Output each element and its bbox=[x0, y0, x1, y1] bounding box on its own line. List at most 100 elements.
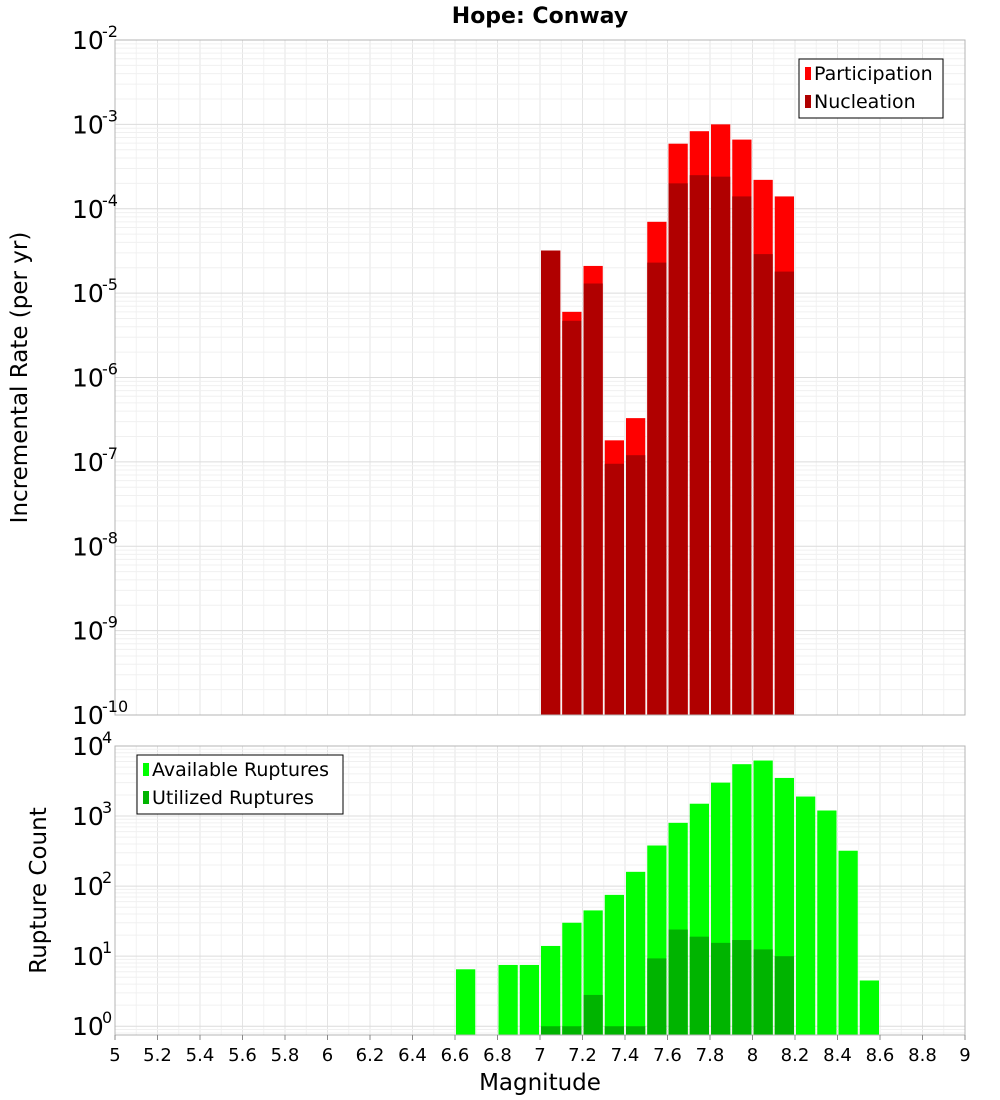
bar-secondary bbox=[583, 283, 603, 715]
legend-label: Available Ruptures bbox=[152, 759, 329, 781]
y-tick-label: 10 bbox=[72, 942, 104, 971]
x-tick-label: 8.6 bbox=[866, 1045, 895, 1066]
top-grid bbox=[114, 39, 966, 716]
y-tick-exponent: 2 bbox=[102, 868, 112, 887]
y-tick-label: 10 bbox=[72, 732, 104, 761]
legend-swatch bbox=[805, 67, 811, 80]
legend-swatch bbox=[143, 763, 149, 776]
x-tick-label: 9 bbox=[959, 1045, 970, 1066]
x-tick-label: 6.6 bbox=[441, 1045, 470, 1066]
y-tick-exponent: -5 bbox=[102, 275, 118, 294]
bar-primary bbox=[796, 796, 816, 1035]
bar-primary bbox=[626, 871, 646, 1035]
y-tick-label: 10 bbox=[72, 701, 104, 730]
x-tick-label: 6.4 bbox=[398, 1045, 427, 1066]
bar-secondary bbox=[753, 949, 773, 1035]
bar-primary bbox=[498, 964, 518, 1035]
bar-secondary bbox=[647, 958, 667, 1035]
y-tick-exponent: -2 bbox=[102, 22, 118, 41]
legend-swatch bbox=[143, 791, 149, 804]
legend-label: Participation bbox=[814, 63, 933, 85]
y-tick-label: 10 bbox=[72, 110, 104, 139]
y-tick-label: 10 bbox=[72, 1012, 104, 1041]
bar-primary bbox=[562, 922, 582, 1035]
bar-secondary bbox=[626, 1026, 646, 1035]
x-tick-label: 5 bbox=[109, 1045, 120, 1066]
bottom-y-axis-label: Rupture Count bbox=[26, 807, 52, 973]
x-tick-label: 6 bbox=[322, 1045, 333, 1066]
bottom-bars bbox=[456, 760, 879, 1035]
legend-swatch bbox=[805, 95, 811, 108]
bar-primary bbox=[817, 810, 837, 1035]
x-tick-label: 7.2 bbox=[568, 1045, 597, 1066]
x-tick-label: 5.6 bbox=[228, 1045, 257, 1066]
y-tick-exponent: -3 bbox=[102, 106, 118, 125]
top-bars bbox=[541, 124, 794, 716]
x-tick-label: 5.2 bbox=[143, 1045, 172, 1066]
y-tick-exponent: -9 bbox=[102, 613, 118, 632]
y-tick-label: 10 bbox=[72, 26, 104, 55]
y-tick-exponent: -6 bbox=[102, 360, 118, 379]
x-tick-label: 8.2 bbox=[781, 1045, 810, 1066]
y-tick-exponent: -7 bbox=[102, 444, 118, 463]
legend-box bbox=[136, 754, 344, 815]
x-tick-label: 5.8 bbox=[271, 1045, 300, 1066]
chart-title: Hope: Conway bbox=[452, 4, 628, 29]
legend-label: Utilized Ruptures bbox=[152, 787, 314, 809]
y-tick-label: 10 bbox=[72, 872, 104, 901]
x-tick-label: 7.6 bbox=[653, 1045, 682, 1066]
bar-primary bbox=[859, 980, 879, 1035]
y-tick-label: 10 bbox=[72, 448, 104, 477]
bottom-legend: Available Ruptures Utilized Ruptures bbox=[136, 754, 344, 815]
x-tick-label: 7.8 bbox=[696, 1045, 725, 1066]
bar-primary bbox=[838, 850, 858, 1035]
bar-secondary bbox=[732, 940, 752, 1035]
x-tick-label: 8.4 bbox=[823, 1045, 852, 1066]
x-tick-label: 5.4 bbox=[186, 1045, 215, 1066]
bar-secondary bbox=[604, 1026, 624, 1035]
top-legend: Participation Nucleation bbox=[798, 58, 944, 119]
bar-secondary bbox=[647, 262, 667, 715]
bar-secondary bbox=[774, 956, 794, 1035]
bar-secondary bbox=[711, 942, 731, 1035]
y-tick-label: 10 bbox=[72, 279, 104, 308]
bar-primary bbox=[519, 964, 539, 1035]
y-tick-exponent: 1 bbox=[102, 938, 112, 957]
y-tick-label: 10 bbox=[72, 364, 104, 393]
y-tick-exponent: -8 bbox=[102, 528, 118, 547]
bar-secondary bbox=[668, 183, 688, 716]
x-axis-label: Magnitude bbox=[479, 1070, 601, 1096]
y-tick-label: 10 bbox=[72, 617, 104, 646]
x-tick-label: 8 bbox=[747, 1045, 758, 1066]
x-tick-label: 6.2 bbox=[356, 1045, 385, 1066]
x-tick-label: 6.8 bbox=[483, 1045, 512, 1066]
bar-secondary bbox=[753, 254, 773, 715]
top-plot-frame bbox=[114, 39, 966, 716]
bar-primary bbox=[456, 969, 476, 1035]
y-tick-exponent: 3 bbox=[102, 798, 112, 817]
y-tick-exponent: 4 bbox=[102, 728, 112, 747]
bar-primary bbox=[541, 945, 561, 1035]
y-tick-exponent: -4 bbox=[102, 191, 118, 210]
bar-secondary bbox=[604, 463, 624, 715]
bar-secondary bbox=[711, 176, 731, 715]
x-tick-label: 7.4 bbox=[611, 1045, 640, 1066]
bar-secondary bbox=[541, 250, 561, 715]
y-tick-label: 10 bbox=[72, 532, 104, 561]
y-tick-label: 10 bbox=[72, 195, 104, 224]
bar-secondary bbox=[689, 936, 709, 1035]
y-tick-exponent: 0 bbox=[102, 1008, 112, 1027]
legend-box bbox=[798, 58, 944, 119]
x-tick-label: 7 bbox=[534, 1045, 545, 1066]
bar-secondary bbox=[774, 271, 794, 715]
bar-secondary bbox=[689, 175, 709, 715]
bar-secondary bbox=[541, 1026, 561, 1035]
bar-secondary bbox=[562, 1026, 582, 1035]
bar-primary bbox=[604, 894, 624, 1035]
legend-label: Nucleation bbox=[814, 91, 916, 113]
bar-secondary bbox=[583, 994, 603, 1035]
